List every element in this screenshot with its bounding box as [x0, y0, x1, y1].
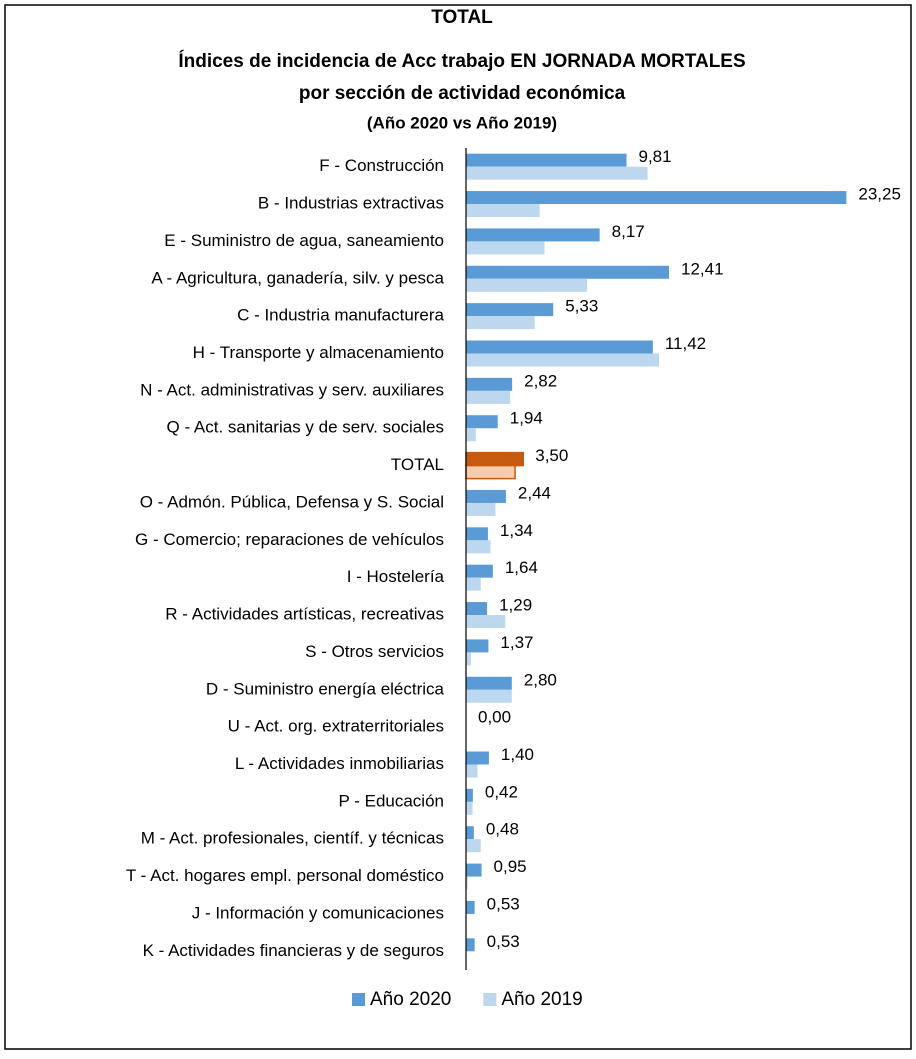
data-label: 5,33 [565, 297, 598, 316]
y-tick-label: H - Transporte y almacenamiento [193, 343, 444, 362]
bar [465, 451, 525, 467]
legend-label: Año 2019 [501, 989, 582, 1010]
bar [466, 676, 512, 690]
data-label: 8,17 [612, 222, 645, 241]
bar [466, 316, 535, 330]
data-label: 1,37 [500, 633, 533, 652]
data-label: 1,40 [501, 745, 534, 764]
data-label: 0,95 [494, 857, 527, 876]
bar [466, 652, 471, 666]
y-tick-label: P - Educación [338, 791, 444, 810]
bar [465, 464, 516, 480]
bar [466, 340, 653, 354]
legend-label: Año 2020 [370, 989, 451, 1010]
bar [466, 900, 475, 914]
data-label: 2,44 [518, 483, 551, 502]
bar [466, 540, 491, 554]
data-label: 1,64 [505, 558, 538, 577]
y-tick-label: M - Act. profesionales, científ. y técni… [141, 829, 444, 848]
bar [466, 489, 506, 503]
data-label: 0,42 [485, 782, 518, 801]
bar [466, 415, 498, 429]
bar [466, 278, 588, 292]
bar [466, 377, 513, 391]
chart-subtitle: (Año 2020 vs Año 2019) [367, 113, 557, 132]
y-tick-label: A - Agricultura, ganadería, silv. y pesc… [151, 268, 444, 287]
bar [466, 564, 493, 578]
frame [4, 4, 912, 1050]
bar [466, 615, 506, 629]
y-tick-label: L - Actividades inmobiliarias [235, 754, 444, 773]
chart-title: TOTAL [431, 7, 493, 28]
legend-swatch [483, 993, 497, 1006]
bar [466, 876, 468, 890]
bar [466, 204, 540, 218]
y-tick-label: U - Act. org. extraterritoriales [228, 717, 444, 736]
y-tick-label: Q - Act. sanitarias y de serv. sociales [167, 418, 444, 437]
bar [466, 228, 600, 242]
bar [466, 764, 478, 778]
y-tick-label: R - Actividades artísticas, recreativas [165, 605, 444, 624]
bar [466, 428, 476, 442]
data-label: 9,81 [638, 147, 671, 166]
y-tick-label: T - Act. hogares empl. personal doméstic… [126, 866, 444, 885]
y-tick-label: C - Industria manufacturera [237, 306, 444, 325]
bar [466, 826, 474, 840]
bar [466, 265, 670, 279]
bar [466, 788, 473, 802]
data-label: 3,50 [535, 446, 568, 465]
bar [466, 751, 489, 765]
bar [466, 502, 496, 516]
data-label: 11,42 [665, 334, 706, 353]
bar [466, 639, 489, 653]
bar [466, 577, 481, 591]
y-tick-label: N - Act. administrativas y serv. auxilia… [140, 380, 444, 399]
bar [466, 353, 660, 367]
bar [466, 166, 648, 180]
bar [466, 938, 475, 952]
bar [466, 303, 554, 317]
bar [466, 390, 511, 404]
bar [466, 689, 512, 703]
legend-swatch [352, 993, 365, 1006]
data-label: 2,80 [524, 670, 557, 689]
chart-subtitle: Índices de incidencia de Acc trabajo EN … [178, 50, 745, 72]
data-label: 12,41 [681, 259, 724, 278]
y-tick-label: I - Hostelería [347, 567, 445, 586]
bar [466, 839, 481, 853]
y-tick-label: E - Suministro de agua, saneamiento [164, 231, 444, 250]
bar [466, 602, 488, 616]
bar [466, 863, 482, 877]
data-label: 0,00 [478, 708, 511, 727]
bar [466, 801, 473, 815]
y-tick-label: S - Otros servicios [305, 642, 444, 661]
y-tick-label: B - Industrias extractivas [258, 194, 444, 213]
data-label: 0,48 [486, 820, 519, 839]
y-tick-label: O - Admón. Pública, Defensa y S. Social [140, 492, 444, 511]
y-tick-label: J - Información y comunicaciones [192, 903, 444, 922]
data-label: 0,53 [487, 894, 520, 913]
y-tick-label: K - Actividades financieras y de seguros [143, 941, 444, 960]
y-tick-label: G - Comercio; reparaciones de vehículos [135, 530, 444, 549]
bar [466, 527, 488, 541]
bar [466, 153, 627, 167]
y-tick-label: F - Construcción [319, 156, 444, 175]
data-label: 23,25 [858, 185, 901, 204]
data-label: 0,53 [487, 932, 520, 951]
data-label: 2,82 [524, 371, 557, 390]
bar [466, 241, 545, 255]
chart-subtitle: por sección de actividad económica [299, 83, 626, 104]
y-tick-label: D - Suministro energía eléctrica [206, 679, 445, 698]
bar [466, 191, 847, 205]
y-tick-label: TOTAL [391, 455, 444, 474]
data-label: 1,94 [510, 409, 543, 428]
data-label: 1,29 [499, 596, 532, 615]
data-label: 1,34 [500, 521, 533, 540]
